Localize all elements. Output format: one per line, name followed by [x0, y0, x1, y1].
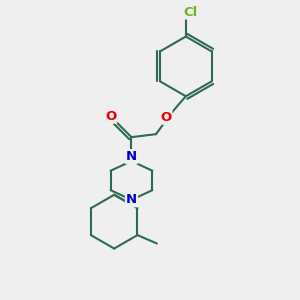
Text: O: O — [160, 111, 172, 124]
Text: Cl: Cl — [183, 5, 197, 19]
Text: N: N — [126, 150, 137, 163]
Text: N: N — [126, 194, 137, 206]
Text: O: O — [105, 110, 116, 123]
